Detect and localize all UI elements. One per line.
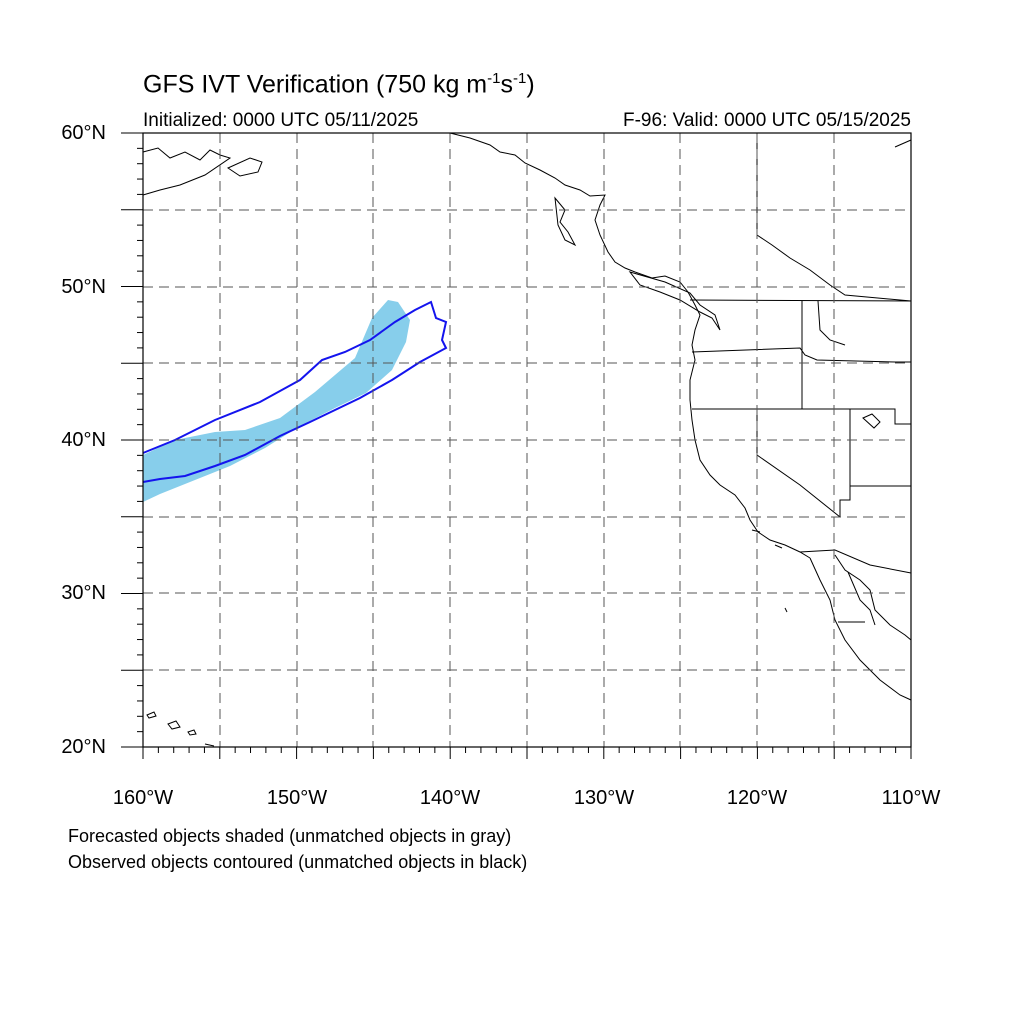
init-time-label: Initialized: 0000 UTC 05/11/2025 — [143, 110, 419, 131]
forecast-legend-note: Forecasted objects shaded (unmatched obj… — [68, 826, 512, 846]
lon-label-130w: 130°W — [573, 787, 635, 809]
lon-label-160w: 160°W — [112, 787, 174, 809]
lon-label-120w: 120°W — [726, 787, 788, 809]
observed-ivt-contour — [142, 300, 448, 483]
lat-label-40n: 40°N — [61, 429, 106, 451]
lat-label-50n: 50°N — [61, 276, 106, 298]
forecast-ivt-object — [143, 300, 410, 502]
map-title: GFS IVT Verification (750 kg m-1s-1) — [143, 70, 535, 99]
coastlines — [142, 132, 912, 747]
lon-label-110w: 110°W — [881, 787, 941, 809]
lat-label-30n: 30°N — [61, 582, 106, 604]
lat-label-20n: 20°N — [61, 736, 106, 758]
observed-legend-note: Observed objects contoured (unmatched ob… — [68, 852, 528, 872]
lon-label-140w: 140°W — [419, 787, 481, 809]
axis-ticks — [121, 132, 912, 759]
graticule — [143, 133, 911, 747]
valid-time-label: F-96: Valid: 0000 UTC 05/15/2025 — [623, 110, 911, 131]
lon-label-150w: 150°W — [266, 787, 328, 809]
lat-label-60n: 60°N — [61, 122, 106, 144]
